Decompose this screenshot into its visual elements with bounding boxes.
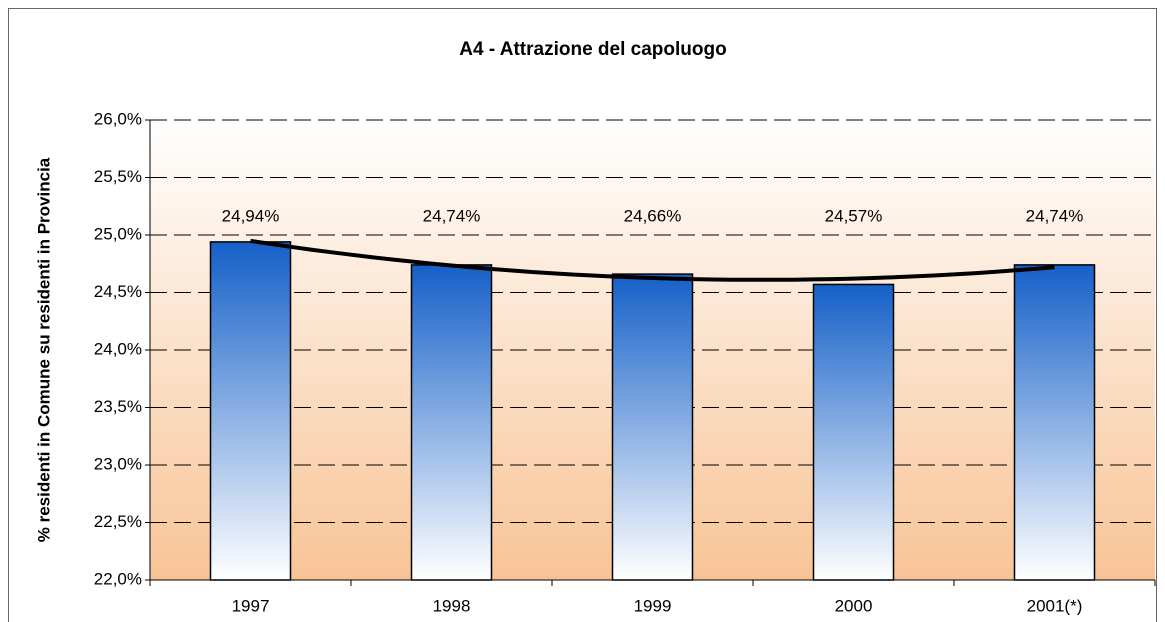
bar [209,241,292,581]
x-tick-label: 1999 [634,596,672,615]
y-tick-label: 25,0% [94,224,142,243]
data-label: 24,66% [624,206,682,225]
x-tick-label: 2000 [835,596,873,615]
bar [410,264,493,581]
y-tick-label: 24,0% [94,339,142,358]
y-tick-label: 23,5% [94,397,142,416]
bar [1013,264,1096,581]
data-label: 24,57% [825,206,883,225]
y-tick-label: 25,5% [94,167,142,186]
x-tick-label: 1998 [433,596,471,615]
y-tick-label: 23,0% [94,454,142,473]
y-axis-label: % residenti in Comune su residenti in Pr… [34,157,53,542]
y-tick-label: 22,0% [94,569,142,588]
trendline [250,238,1055,282]
y-tick-label: 26,0% [94,109,142,128]
x-tick-label: 1997 [232,596,270,615]
data-label: 24,94% [222,206,280,225]
chart-title: A4 - Attrazione del capoluogo [459,39,726,60]
x-tick-label: 2001(*) [1027,596,1083,615]
bar [812,283,895,581]
y-tick-label: 24,5% [94,282,142,301]
bar [611,273,694,581]
y-tick-label: 22,5% [94,512,142,531]
data-label: 24,74% [1026,206,1084,225]
data-label: 24,74% [423,206,481,225]
